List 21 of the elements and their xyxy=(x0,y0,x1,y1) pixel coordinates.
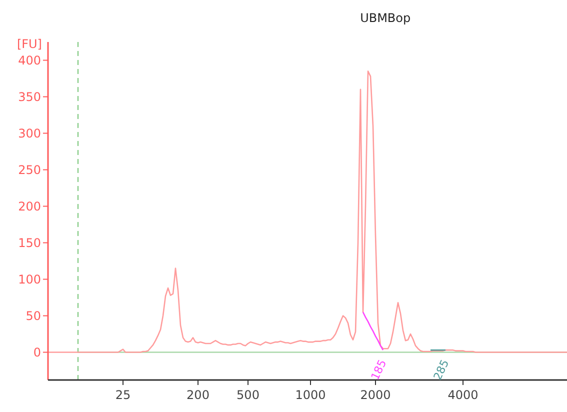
chart-title: UBMBop xyxy=(360,11,411,25)
y-tick-label: 200 xyxy=(18,199,41,214)
y-axis-title: [FU] xyxy=(16,37,42,51)
y-tick-label: 150 xyxy=(18,236,41,250)
annotation: 185 xyxy=(368,358,390,382)
y-tick-label: 50 xyxy=(26,308,41,323)
x-tick-label: 4000 xyxy=(448,388,478,402)
y-tick-label: 100 xyxy=(18,272,41,286)
y-tick-label: 300 xyxy=(18,126,41,140)
x-tick-label: 25 xyxy=(115,388,131,402)
x-tick-label: 500 xyxy=(236,388,260,402)
line-series xyxy=(47,70,567,353)
annotation: 285 xyxy=(431,358,452,382)
y-tick-label: 350 xyxy=(18,90,41,104)
y-tick-label: 0 xyxy=(33,345,41,360)
line-series xyxy=(362,311,384,351)
y-tick-label: 250 xyxy=(18,162,41,177)
x-tick-label: 2000 xyxy=(360,388,391,402)
y-tick-label: 400 xyxy=(18,53,41,68)
x-tick-label: 1000 xyxy=(295,388,326,402)
x-tick-label: 200 xyxy=(186,388,210,402)
